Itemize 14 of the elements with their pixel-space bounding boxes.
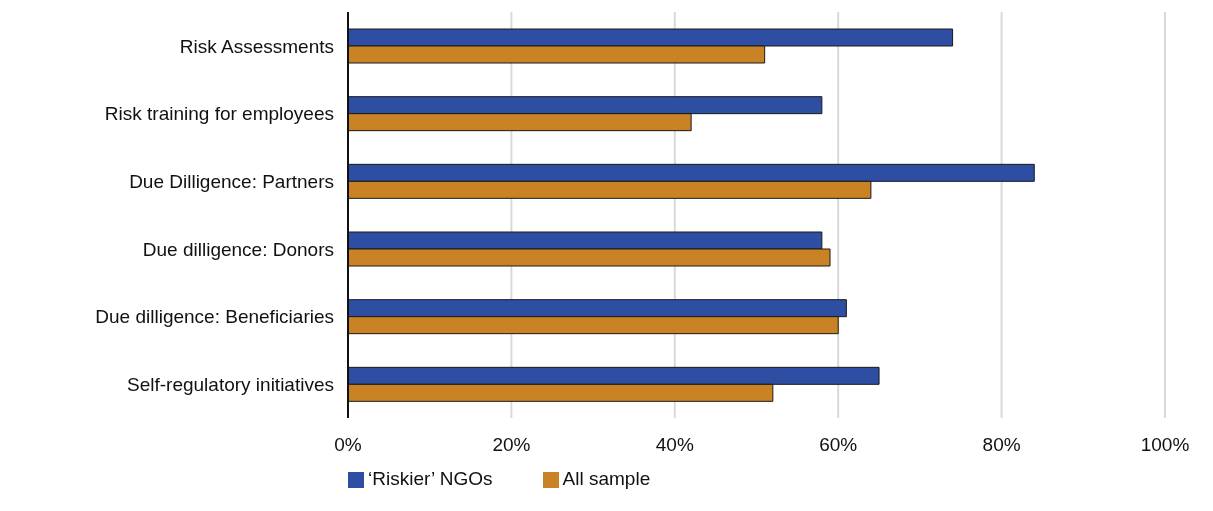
x-tick-label: 40% <box>655 434 694 456</box>
x-tick-label: 0% <box>334 434 362 456</box>
x-tick-label: 100% <box>1140 434 1190 456</box>
legend-label: ‘Riskier’ NGOs <box>368 468 493 489</box>
x-tick-label: 80% <box>982 434 1021 456</box>
y-tick-label: Due dilligence: Donors <box>142 238 334 260</box>
x-tick-label: 20% <box>492 434 531 456</box>
y-tick-label: Due Dilligence: Partners <box>129 170 334 192</box>
y-tick-label: Risk Assessments <box>179 35 334 57</box>
y-tick-label: Self-regulatory initiatives <box>127 373 334 395</box>
y-tick-label: Due dilligence: Beneficiaries <box>95 306 334 328</box>
legend-label: All sample <box>562 468 651 489</box>
y-tick-label: Risk training for employees <box>104 103 334 125</box>
x-tick-label: 60% <box>819 434 858 456</box>
